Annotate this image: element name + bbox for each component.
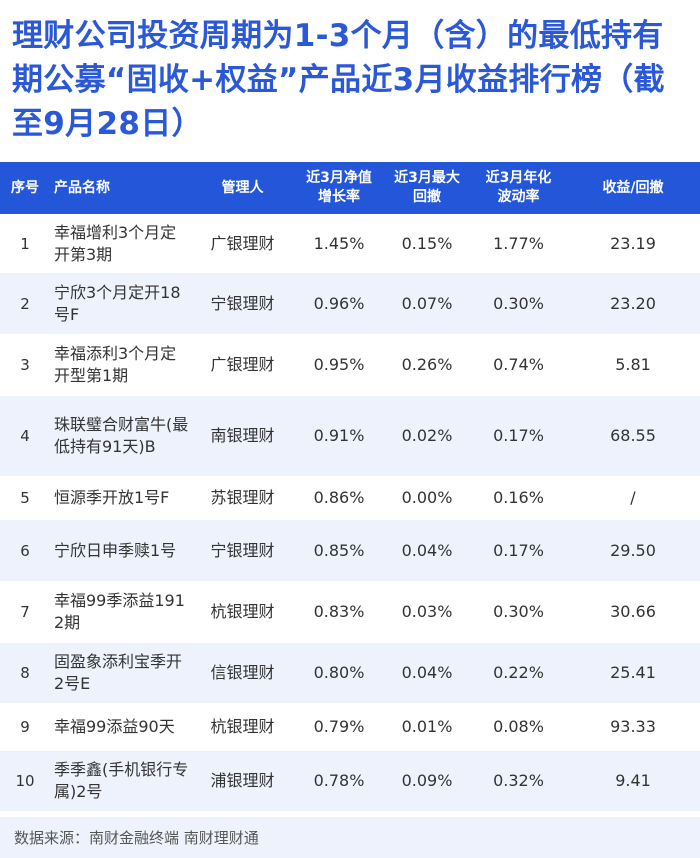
max-drawdown-cell: 0.15% <box>401 233 453 253</box>
manager-cell: 信银理财 <box>190 643 295 703</box>
manager-cell: 广银理财 <box>210 355 275 374</box>
header-growth-line2: 增长率 <box>318 189 360 205</box>
return-drawdown-ratio-cell: 5.81 <box>615 355 651 374</box>
growth-rate-cell: 0.85% <box>295 520 383 581</box>
growth-rate-cell: 0.86% <box>313 488 365 507</box>
rank-cell: 3 <box>20 356 30 374</box>
max-drawdown-cell: 0.09% <box>383 751 471 811</box>
header-return-drawdown-ratio: 收益/回撤 <box>602 179 664 196</box>
header-drawdown: 近3月最大回撤 <box>383 162 471 214</box>
growth-rate-cell: 0.96% <box>295 273 383 334</box>
table-row: 3 幸福添利3个月定开型第1期 广银理财 0.95% 0.26% 0.74% 5.81 <box>0 334 700 396</box>
table-row: 2 宁欣3个月定开18号F 宁银理财 0.96% 0.07% 0.30% 23.20 <box>0 273 700 334</box>
volatility-cell: 0.16% <box>493 488 544 507</box>
header-volatility-line2: 波动率 <box>497 189 540 205</box>
product-name-cell: 幸福99添益90天 <box>54 717 175 736</box>
volatility-cell: 0.22% <box>471 643 566 703</box>
volatility-cell: 0.17% <box>471 520 566 581</box>
rank-cell: 6 <box>0 520 50 581</box>
table-row: 10 季季鑫(手机银行专属)2号 浦银理财 0.78% 0.09% 0.32% 9.41 <box>0 751 700 811</box>
table-row: 9 幸福99添益90天 杭银理财 0.79% 0.01% 0.08% 93.33 <box>0 703 700 751</box>
product-name-cell: 固盈象添利宝季开2号E <box>50 643 190 703</box>
volatility-cell: 0.74% <box>493 355 544 374</box>
table-row: 7 幸福99季添益1912期 杭银理财 0.83% 0.03% 0.30% 30.66 <box>0 581 700 643</box>
max-drawdown-cell: 0.04% <box>383 643 471 703</box>
growth-rate-cell: 0.95% <box>313 355 365 374</box>
rank-cell: 7 <box>20 603 30 621</box>
max-drawdown-cell: 0.26% <box>401 355 453 374</box>
max-drawdown-cell: 0.04% <box>383 520 471 581</box>
manager-cell: 广银理财 <box>210 233 275 253</box>
product-name-cell: 幸福添利3个月定开型第1期 <box>54 344 177 385</box>
product-name-cell: 恒源季开放1号F <box>54 488 170 507</box>
rank-cell: 2 <box>0 273 50 334</box>
max-drawdown-cell: 0.01% <box>401 717 453 736</box>
return-drawdown-ratio-cell: 93.33 <box>610 717 656 736</box>
table-row: 5 恒源季开放1号F 苏银理财 0.86% 0.00% 0.16% / <box>0 476 700 520</box>
rank-cell: 5 <box>20 489 30 507</box>
manager-cell: 杭银理财 <box>210 717 275 736</box>
footer-bar: 数据来源：南财金融终端 南财理财通 <box>0 817 700 858</box>
rank-cell: 8 <box>0 643 50 703</box>
manager-cell: 浦银理财 <box>190 751 295 811</box>
table-row: 4 珠联璧合财富牛(最低持有91天)B 南银理财 0.91% 0.02% 0.17% 68.… <box>0 396 700 476</box>
header-manager: 管理人 <box>221 179 264 196</box>
return-drawdown-ratio-cell: / <box>630 488 636 507</box>
growth-rate-cell: 0.83% <box>313 602 365 621</box>
product-name-cell: 宁欣日申季赎1号 <box>50 520 190 581</box>
max-drawdown-cell: 0.03% <box>401 602 453 621</box>
rank-cell: 1 <box>20 234 30 253</box>
return-drawdown-ratio-cell: 68.55 <box>566 396 700 476</box>
header-product-name: 产品名称 <box>54 179 110 196</box>
header-volatility: 近3月年化波动率 <box>471 162 566 214</box>
volatility-cell: 0.17% <box>471 396 566 476</box>
header-rank: 序号 <box>11 179 39 196</box>
chart-title: 理财公司投资周期为1-3个月（含）的最低持有期公募“固收+权益”产品近3月收益排… <box>12 18 665 142</box>
max-drawdown-cell: 0.02% <box>383 396 471 476</box>
manager-cell: 宁银理财 <box>190 273 295 334</box>
table-row: 6 宁欣日申季赎1号 宁银理财 0.85% 0.04% 0.17% 29.50 <box>0 520 700 581</box>
data-source-note: 数据来源：南财金融终端 南财理财通 <box>14 829 259 847</box>
return-drawdown-ratio-cell: 23.20 <box>566 273 700 334</box>
max-drawdown-cell: 0.07% <box>383 273 471 334</box>
return-drawdown-ratio-cell: 25.41 <box>566 643 700 703</box>
growth-rate-cell: 0.79% <box>313 717 365 736</box>
growth-rate-cell: 0.78% <box>295 751 383 811</box>
table-row: 8 固盈象添利宝季开2号E 信银理财 0.80% 0.04% 0.22% 25.41 <box>0 643 700 703</box>
return-drawdown-ratio-cell: 9.41 <box>566 751 700 811</box>
table-row: 1 幸福增利3个月定开第3期 广银理财 1.45% 0.15% 1.77% 23.19 <box>0 214 700 273</box>
product-name-cell: 幸福99季添益1912期 <box>54 591 185 632</box>
table-header-row: 序号 产品名称 管理人 近3月净值增长率 近3月最大回撤 近3月年化波动率 收益… <box>0 162 700 214</box>
table-body: 1 幸福增利3个月定开第3期 广银理财 1.45% 0.15% 1.77% 23.19 2 宁欣… <box>0 214 700 811</box>
product-name-cell: 宁欣3个月定开18号F <box>50 273 190 334</box>
volatility-cell: 0.30% <box>493 602 544 621</box>
rank-cell: 4 <box>0 396 50 476</box>
product-name-cell: 季季鑫(手机银行专属)2号 <box>50 751 190 811</box>
rank-cell: 10 <box>0 751 50 811</box>
return-drawdown-ratio-cell: 23.19 <box>610 233 656 253</box>
product-name-cell: 幸福增利3个月定开第3期 <box>54 222 177 264</box>
rank-cell: 9 <box>20 718 30 736</box>
volatility-cell: 0.32% <box>471 751 566 811</box>
manager-cell: 宁银理财 <box>190 520 295 581</box>
return-drawdown-ratio-cell: 30.66 <box>610 602 656 621</box>
header-growth-line1: 近3月净值 <box>306 170 372 186</box>
volatility-cell: 0.30% <box>471 273 566 334</box>
manager-cell: 苏银理财 <box>210 488 275 507</box>
manager-cell: 南银理财 <box>190 396 295 476</box>
product-name-cell: 珠联璧合财富牛(最低持有91天)B <box>50 396 190 476</box>
header-volatility-line1: 近3月年化 <box>485 170 552 186</box>
max-drawdown-cell: 0.00% <box>401 488 453 507</box>
volatility-cell: 1.77% <box>493 233 544 253</box>
volatility-cell: 0.08% <box>493 717 544 736</box>
growth-rate-cell: 0.91% <box>295 396 383 476</box>
header-growth: 近3月净值增长率 <box>295 162 383 214</box>
header-drawdown-line2: 回撤 <box>413 189 441 205</box>
return-drawdown-ratio-cell: 29.50 <box>566 520 700 581</box>
growth-rate-cell: 0.80% <box>295 643 383 703</box>
manager-cell: 杭银理财 <box>210 602 275 621</box>
growth-rate-cell: 1.45% <box>313 233 365 253</box>
header-drawdown-line1: 近3月最大 <box>394 170 460 186</box>
ranking-table: 序号 产品名称 管理人 近3月净值增长率 近3月最大回撤 近3月年化波动率 收益… <box>0 162 700 811</box>
